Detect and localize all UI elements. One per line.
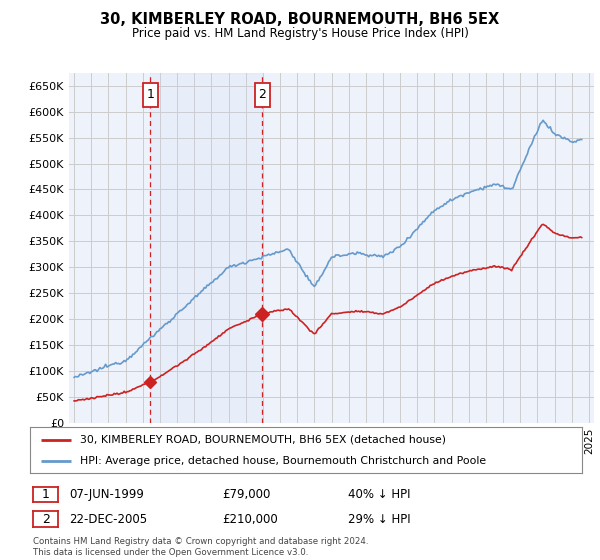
Text: 1: 1 — [146, 88, 154, 101]
Text: Contains HM Land Registry data © Crown copyright and database right 2024.
This d: Contains HM Land Registry data © Crown c… — [33, 537, 368, 557]
Text: 07-JUN-1999: 07-JUN-1999 — [69, 488, 144, 501]
Text: 40% ↓ HPI: 40% ↓ HPI — [348, 488, 410, 501]
Text: 22-DEC-2005: 22-DEC-2005 — [69, 512, 147, 526]
Text: HPI: Average price, detached house, Bournemouth Christchurch and Poole: HPI: Average price, detached house, Bour… — [80, 456, 486, 466]
Text: 2: 2 — [259, 88, 266, 101]
Text: 30, KIMBERLEY ROAD, BOURNEMOUTH, BH6 5EX (detached house): 30, KIMBERLEY ROAD, BOURNEMOUTH, BH6 5EX… — [80, 435, 446, 445]
Text: 2: 2 — [41, 512, 50, 526]
Text: 30, KIMBERLEY ROAD, BOURNEMOUTH, BH6 5EX: 30, KIMBERLEY ROAD, BOURNEMOUTH, BH6 5EX — [100, 12, 500, 27]
Bar — [151, 73, 262, 423]
Bar — [143, 83, 158, 106]
Text: 1: 1 — [41, 488, 50, 501]
Text: £210,000: £210,000 — [222, 512, 278, 526]
Text: 29% ↓ HPI: 29% ↓ HPI — [348, 512, 410, 526]
Text: £79,000: £79,000 — [222, 488, 271, 501]
Text: Price paid vs. HM Land Registry's House Price Index (HPI): Price paid vs. HM Land Registry's House … — [131, 27, 469, 40]
Bar — [254, 83, 270, 106]
